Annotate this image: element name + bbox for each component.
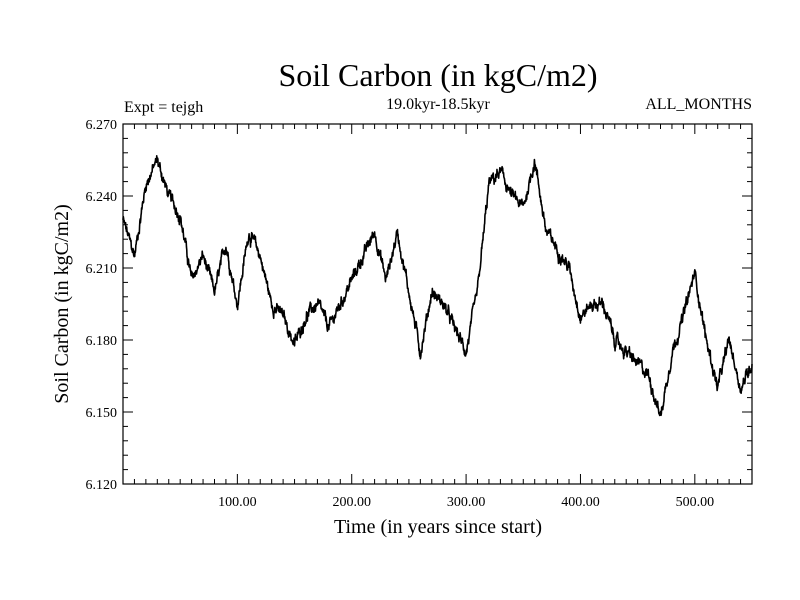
series-line-tejgh [122,155,753,417]
x-axis-label: Time (in years since start) [334,516,542,538]
y-axis-label: Soil Carbon (in kgC/m2) [51,204,73,403]
x-tick-label: 100.00 [218,495,257,510]
y-tick-label: 6.210 [86,262,118,277]
plot-frame [122,123,753,485]
x-tick-label: 500.00 [676,495,715,510]
y-tick-label: 6.120 [86,478,118,493]
y-tick-label: 6.240 [86,190,118,205]
x-tick-label: 200.00 [332,495,371,510]
y-tick-label: 6.270 [86,118,118,133]
x-tick-label: 400.00 [561,495,600,510]
y-tick-label: 6.150 [86,406,118,421]
chart-subtitle: 19.0kyr-18.5kyr [386,96,490,113]
experiment-label: Expt = tejgh [124,99,203,116]
chart-title: Soil Carbon (in kgC/m2) [278,57,597,93]
axis-ticks [123,124,752,484]
axis-tick-labels: 100.00 200.00 300.00 400.00 500.00 6.120 6.150… [86,118,715,510]
x-tick-label: 300.00 [447,495,486,510]
y-tick-label: 6.180 [86,334,118,349]
season-label: ALL_MONTHS [645,96,752,113]
